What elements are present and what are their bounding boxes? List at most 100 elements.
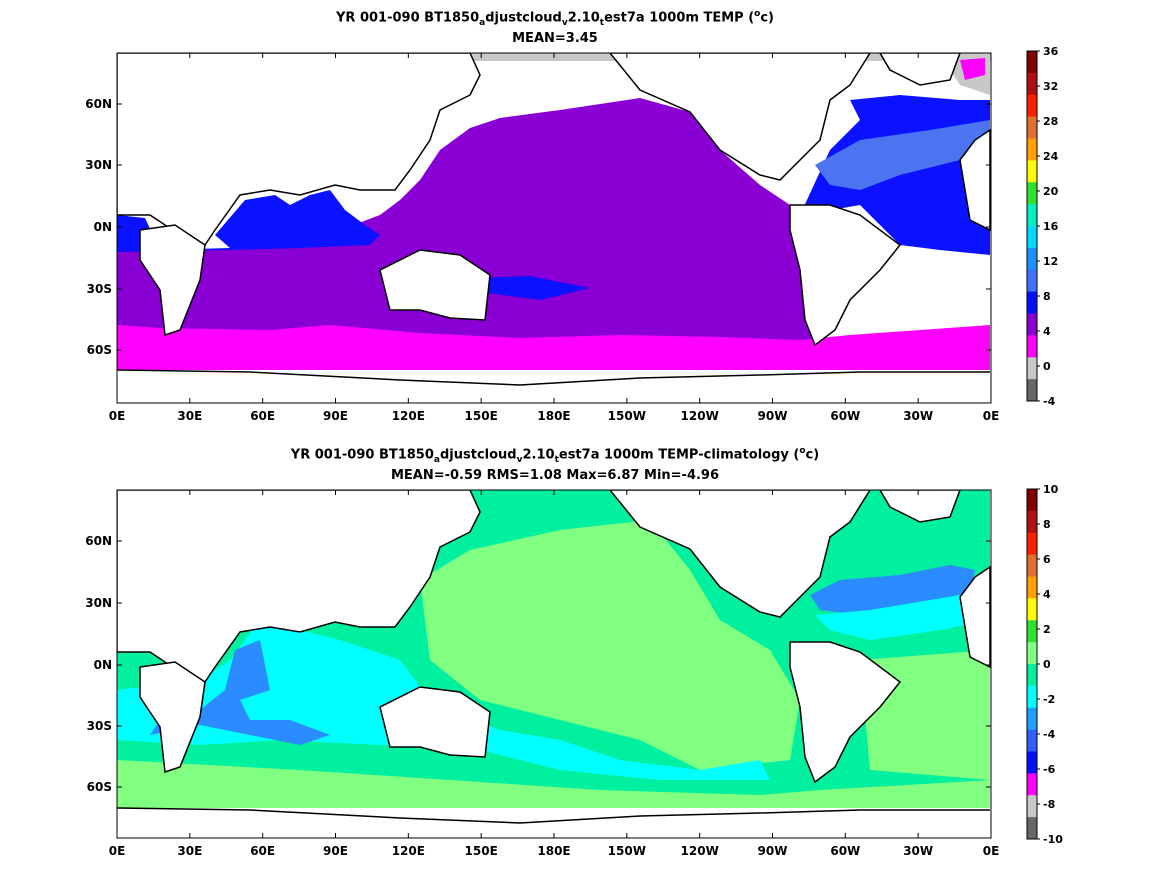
x-tick-label: 180E	[537, 409, 570, 423]
colorbar-tick-label: 4	[1043, 325, 1051, 338]
colorbar-swatch	[1027, 598, 1037, 621]
colorbar-swatch	[1027, 379, 1037, 402]
panel2-south-light	[117, 760, 990, 808]
y-tick-label: 60N	[85, 97, 112, 111]
colorbar-swatch	[1027, 620, 1037, 643]
x-tick-label: 60W	[830, 409, 860, 423]
colorbar-tick-label: 12	[1043, 255, 1058, 268]
y-tick-label: 0N	[94, 658, 112, 672]
colorbar-tick-label: -8	[1043, 798, 1055, 811]
colorbar-swatch	[1027, 94, 1037, 118]
colorbar-tick-label: 4	[1043, 588, 1051, 601]
panel2-continents	[117, 490, 991, 838]
colorbar-tick-label: 32	[1043, 80, 1058, 93]
x-tick-label: 0E	[983, 409, 1000, 423]
x-tick-label: 150E	[465, 409, 498, 423]
colorbar-swatch	[1027, 291, 1037, 314]
colorbar-swatch	[1027, 795, 1037, 818]
y-tick-label: 30N	[85, 158, 112, 172]
x-tick-label: 0E	[109, 409, 126, 423]
y-tick-label: 60N	[85, 534, 112, 548]
colorbar-swatch	[1027, 313, 1037, 336]
colorbar-tick-label: 16	[1043, 220, 1059, 233]
colorbar-tick-label: 0	[1043, 658, 1051, 671]
panel1-arctic-magenta2	[960, 58, 985, 80]
colorbar-tick-label: 8	[1043, 518, 1051, 531]
colorbar-swatch	[1027, 72, 1037, 96]
panel2-colorbar: 10 8 6 4 2 0 -2 -4 -6 -8 -10	[1026, 483, 1063, 846]
x-tick-label: 120E	[392, 409, 425, 423]
colorbar-swatch	[1027, 532, 1037, 556]
panel2-y-axis: 60N 30N 0N 30S 60S	[85, 534, 991, 794]
x-tick-label: 30E	[177, 844, 202, 858]
colorbar-tick-label: 0	[1043, 360, 1051, 373]
colorbar-swatch	[1027, 707, 1037, 731]
colorbar-swatch	[1027, 51, 1037, 74]
x-tick-label: 120W	[681, 409, 719, 423]
colorbar-tick-label: 28	[1043, 115, 1058, 128]
colorbar-swatch	[1027, 751, 1037, 774]
panel1-pacific-fill	[117, 98, 990, 370]
x-tick-label: 30E	[177, 409, 202, 423]
colorbar-swatch	[1027, 817, 1037, 840]
x-tick-label: 60E	[250, 409, 275, 423]
x-tick-label: 150W	[608, 844, 646, 858]
x-tick-label: 0E	[983, 844, 1000, 858]
colorbar-swatch	[1027, 226, 1037, 249]
x-tick-label: 90W	[758, 844, 788, 858]
colorbar-swatch	[1027, 269, 1037, 293]
x-tick-label: 90W	[758, 409, 788, 423]
y-tick-label: 0N	[94, 220, 112, 234]
colorbar-tick-label: 10	[1043, 483, 1059, 496]
colorbar-swatch	[1027, 510, 1037, 534]
y-tick-label: 30N	[85, 596, 112, 610]
panel2-map	[117, 490, 991, 838]
colorbar-swatch	[1027, 247, 1037, 271]
panel2-atlantic-cyan	[815, 590, 990, 640]
colorbar-swatch	[1027, 116, 1037, 139]
colorbar-swatch	[1027, 576, 1037, 599]
colorbar-swatch	[1027, 685, 1037, 709]
colorbar-tick-label: -4	[1043, 395, 1056, 408]
panel2-title: YR 001-090 BT1850adjustcloudv2.10test7a …	[290, 446, 820, 465]
colorbar-swatch	[1027, 554, 1037, 577]
x-tick-label: 90E	[323, 409, 348, 423]
y-tick-label: 30S	[87, 719, 112, 733]
colorbar-swatch	[1027, 773, 1037, 796]
y-tick-label: 60S	[87, 343, 112, 357]
colorbar-tick-label: 6	[1043, 553, 1051, 566]
panel1-colorbar: 36 32 28 24 20 16 12 8 4 0 -4	[1026, 45, 1059, 408]
panel2-x-axis: 0E 30E 60E 90E 120E 150E 180E 150W 120W 90W 60W 30W…	[109, 490, 1000, 858]
colorbar-tick-label: 24	[1043, 150, 1059, 163]
x-tick-label: 0E	[109, 844, 126, 858]
panel2-stats: MEAN=-0.59 RMS=1.08 Max=6.87 Min=-4.96	[390, 468, 720, 483]
y-tick-label: 60S	[87, 780, 112, 794]
panel1-continents	[117, 53, 991, 403]
x-tick-label: 150E	[465, 844, 498, 858]
colorbar-tick-label: 8	[1043, 290, 1051, 303]
colorbar-swatch	[1027, 204, 1037, 227]
colorbar-tick-label: 2	[1043, 623, 1051, 636]
colorbar-swatch	[1027, 664, 1037, 687]
x-tick-label: 180E	[537, 844, 570, 858]
colorbar-swatch	[1027, 138, 1037, 161]
colorbar-swatch	[1027, 729, 1037, 752]
colorbar-swatch	[1027, 335, 1037, 358]
colorbar-swatch	[1027, 489, 1037, 512]
panel1-atlantic-mid	[815, 120, 990, 190]
x-tick-label: 120E	[392, 844, 425, 858]
panel1-indian-fill	[117, 190, 380, 252]
x-tick-label: 60E	[250, 844, 275, 858]
x-tick-label: 90E	[323, 844, 348, 858]
panel1-x-axis: 0E 30E 60E 90E 120E 150E 180E 150W 120W 90W 60W 30W…	[109, 53, 1000, 423]
x-tick-label: 60W	[830, 844, 860, 858]
colorbar-tick-label: 36	[1043, 45, 1059, 58]
panel1-title: YR 001-090 BT1850adjustcloudv2.10test7a …	[336, 9, 774, 28]
colorbar-tick-label: 20	[1043, 185, 1059, 198]
colorbar-swatch	[1027, 357, 1037, 380]
panel1-y-axis: 60N 30N 0N 30S 60S	[85, 97, 991, 357]
panel2-pacific-light	[420, 520, 800, 770]
panel1-southern-fill	[117, 325, 990, 370]
colorbar-tick-label: -10	[1043, 833, 1063, 846]
panel1-aus-tongue	[475, 276, 590, 300]
